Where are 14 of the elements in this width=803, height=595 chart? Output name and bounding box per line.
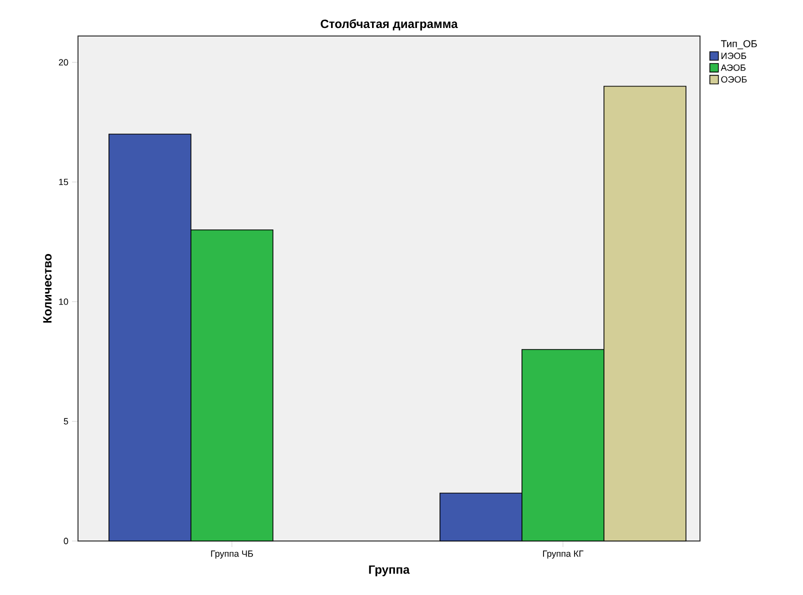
legend-title: Тип_ОБ [720,40,757,50]
y-tick-label: 15 [59,178,68,186]
y-tick-label: 5 [64,418,68,424]
y-tick-label: 10 [59,298,68,305]
x-axis-title: Группа [369,565,410,576]
y-axis-title: Количество [43,254,52,323]
legend-label: ИЭОБ [721,52,746,60]
x-tick-label: Группа КГ [543,550,584,559]
y-tick-label: 20 [58,59,68,66]
x-tick-label: Группа ЧБ [211,550,253,559]
legend-label: АЭОБ [720,64,746,71]
legend-label: ОЭОБ [721,76,747,83]
chart-title: Столбчатая диаграмма [320,19,458,30]
y-tick-label: 0 [64,538,68,544]
